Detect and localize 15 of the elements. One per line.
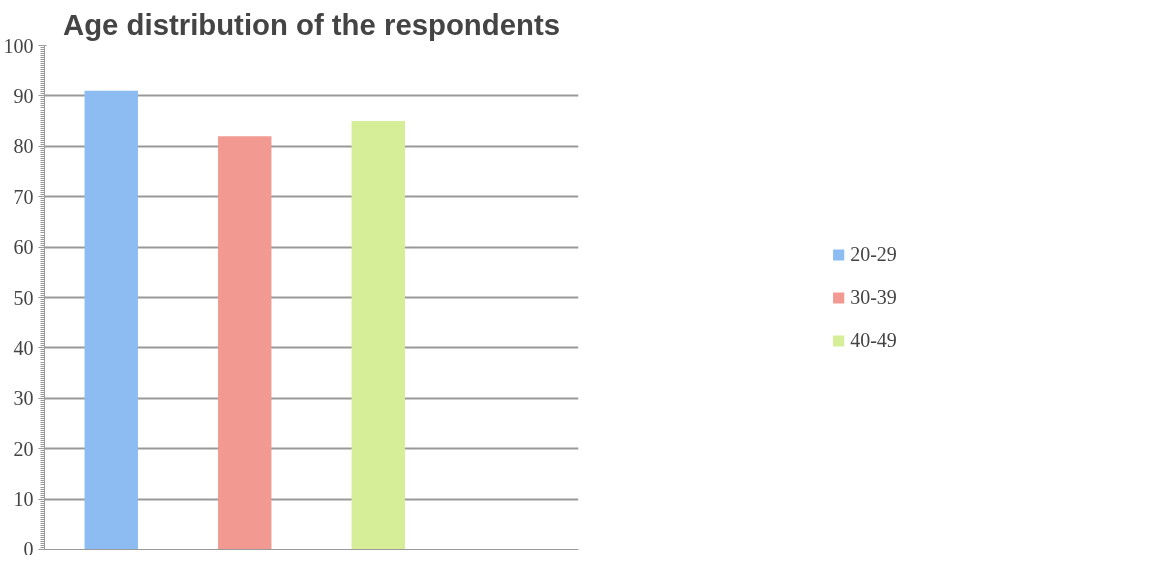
legend-label: 30-39	[850, 285, 897, 309]
y-tick-label: 20	[13, 437, 34, 460]
y-tick-label: 90	[13, 84, 34, 107]
y-tick-label: 0	[23, 537, 34, 560]
y-tick-label: 50	[13, 286, 34, 309]
y-tick-label: 100	[3, 34, 34, 57]
y-tick-label: 80	[13, 135, 34, 158]
legend-label: 20-29	[850, 242, 897, 266]
y-tick-label: 40	[13, 336, 34, 359]
legend-label: 40-49	[850, 328, 897, 352]
chart-title: Age distribution of the respondents	[63, 7, 560, 41]
y-tick-label: 70	[13, 185, 34, 208]
y-tick-label: 30	[13, 387, 34, 410]
y-tick-label: 10	[13, 488, 34, 511]
y-tick-label: 60	[13, 236, 34, 259]
